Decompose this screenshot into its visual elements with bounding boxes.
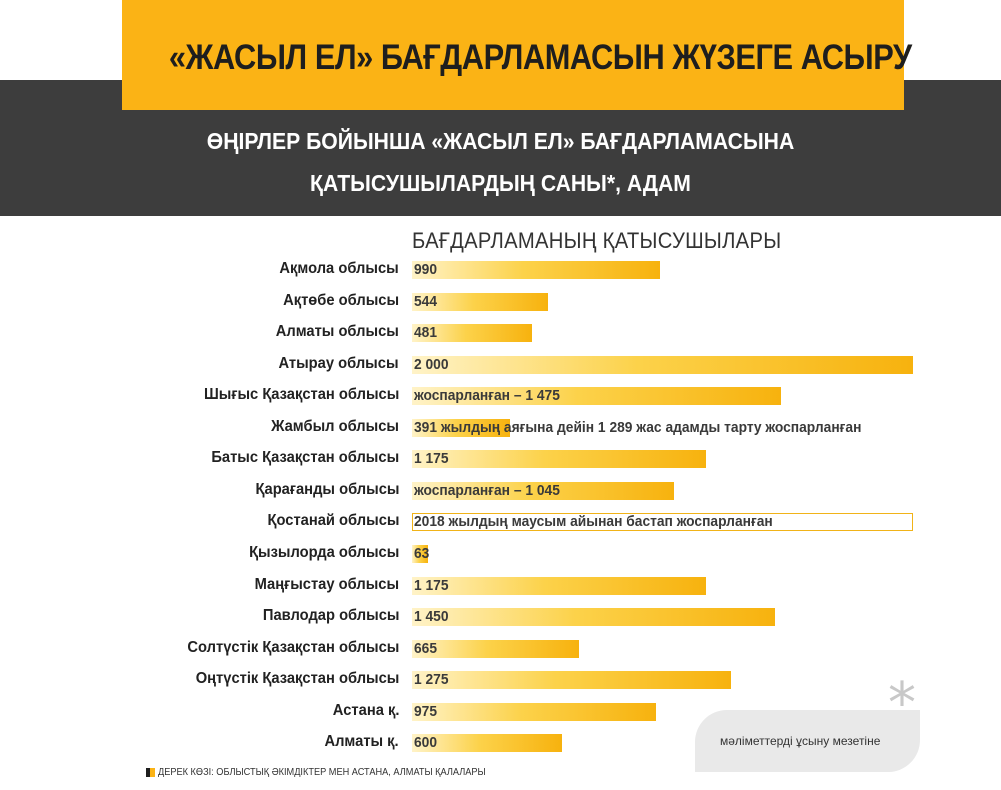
data-label: 1 275: [414, 671, 449, 689]
source-marker-icon: [146, 768, 155, 777]
category-label: Шығыс Қазақстан облысы: [203, 386, 399, 404]
bar: [412, 355, 913, 374]
category-label: Батыс Қазақстан облысы: [211, 449, 399, 467]
bar: [412, 702, 657, 721]
category-label: Алматы облысы: [275, 323, 399, 341]
chart-subtitle-line-1: ӨҢІРЛЕР БОЙЫНША «ЖАСЫЛ ЕЛ» БАҒДАРЛАМАСЫН…: [206, 128, 795, 154]
data-label: 2018 жылдың маусым айынан бастап жоспарл…: [414, 513, 773, 531]
category-label: Алматы қ.: [324, 733, 399, 751]
bar: [412, 387, 782, 406]
bar: [412, 671, 732, 690]
category-label: Жамбыл облысы: [271, 417, 399, 435]
asterisk-icon: *: [888, 671, 916, 736]
data-label: 1 175: [414, 450, 449, 468]
category-label: Қызылорда облысы: [248, 543, 399, 561]
bar: [412, 418, 510, 437]
data-label: жоспарланған – 1 475: [414, 387, 560, 405]
data-label: 975: [414, 702, 438, 720]
data-label: 600: [414, 734, 438, 752]
series-heading: БАҒДАРЛАМАНЫҢ ҚАТЫСУШЫЛАРЫ: [412, 228, 782, 253]
category-label: Қостанай облысы: [267, 512, 399, 530]
footnote-box: [695, 710, 920, 772]
category-label: Маңғыстау облысы: [254, 575, 399, 593]
category-label: Қарағанды облысы: [255, 480, 399, 498]
bar: [412, 261, 660, 279]
bar: [412, 544, 428, 563]
data-label: 665: [414, 639, 438, 657]
bar: [412, 608, 776, 627]
data-label: жоспарланған – 1 045: [414, 481, 560, 499]
source-text: ДЕРЕК КӨЗІ: ОБЛЫСТЫҚ ӘКІМДІКТЕР МЕН АСТА…: [158, 767, 486, 778]
data-label: 544: [414, 292, 438, 310]
data-label: 990: [414, 261, 438, 278]
data-label: 1 450: [414, 608, 449, 626]
page-title: «ЖАСЫЛ ЕЛ» БАҒДАРЛАМАСЫН ЖҮЗЕГЕ АСЫРУ: [168, 38, 912, 77]
data-label: 391 жылдың аяғына дейін 1 289 жас адамды…: [414, 418, 862, 436]
bar: [412, 734, 563, 753]
category-label: Ақтөбе облысы: [283, 291, 399, 309]
chart-subtitle-line-2: ҚАТЫСУШЫЛАРДЫҢ САНЫ*, АДАМ: [310, 170, 691, 196]
data-label: 2 000: [414, 355, 449, 373]
data-label: 1 175: [414, 576, 449, 594]
bar: [412, 450, 707, 469]
category-label: Солтүстік Қазақстан облысы: [187, 638, 399, 656]
bar: [412, 292, 549, 311]
category-label: Павлодар облысы: [262, 607, 399, 625]
bar: [412, 639, 579, 658]
category-label: Оңтүстік Қазақстан облысы: [195, 670, 399, 688]
bar: [412, 513, 913, 532]
bar: [412, 481, 674, 500]
data-label: 481: [414, 324, 438, 342]
category-label: Ақмола облысы: [279, 260, 399, 277]
footnote-text: мәліметтерді ұсыну мезетіне: [720, 734, 881, 748]
bar: [412, 324, 533, 343]
title-banner: «ЖАСЫЛ ЕЛ» БАҒДАРЛАМАСЫН ЖҮЗЕГЕ АСЫРУ: [122, 0, 912, 110]
category-label: Атырау облысы: [278, 354, 399, 372]
bar: [412, 576, 707, 595]
category-label: Астана қ.: [332, 701, 399, 719]
data-label: 63: [414, 544, 430, 562]
